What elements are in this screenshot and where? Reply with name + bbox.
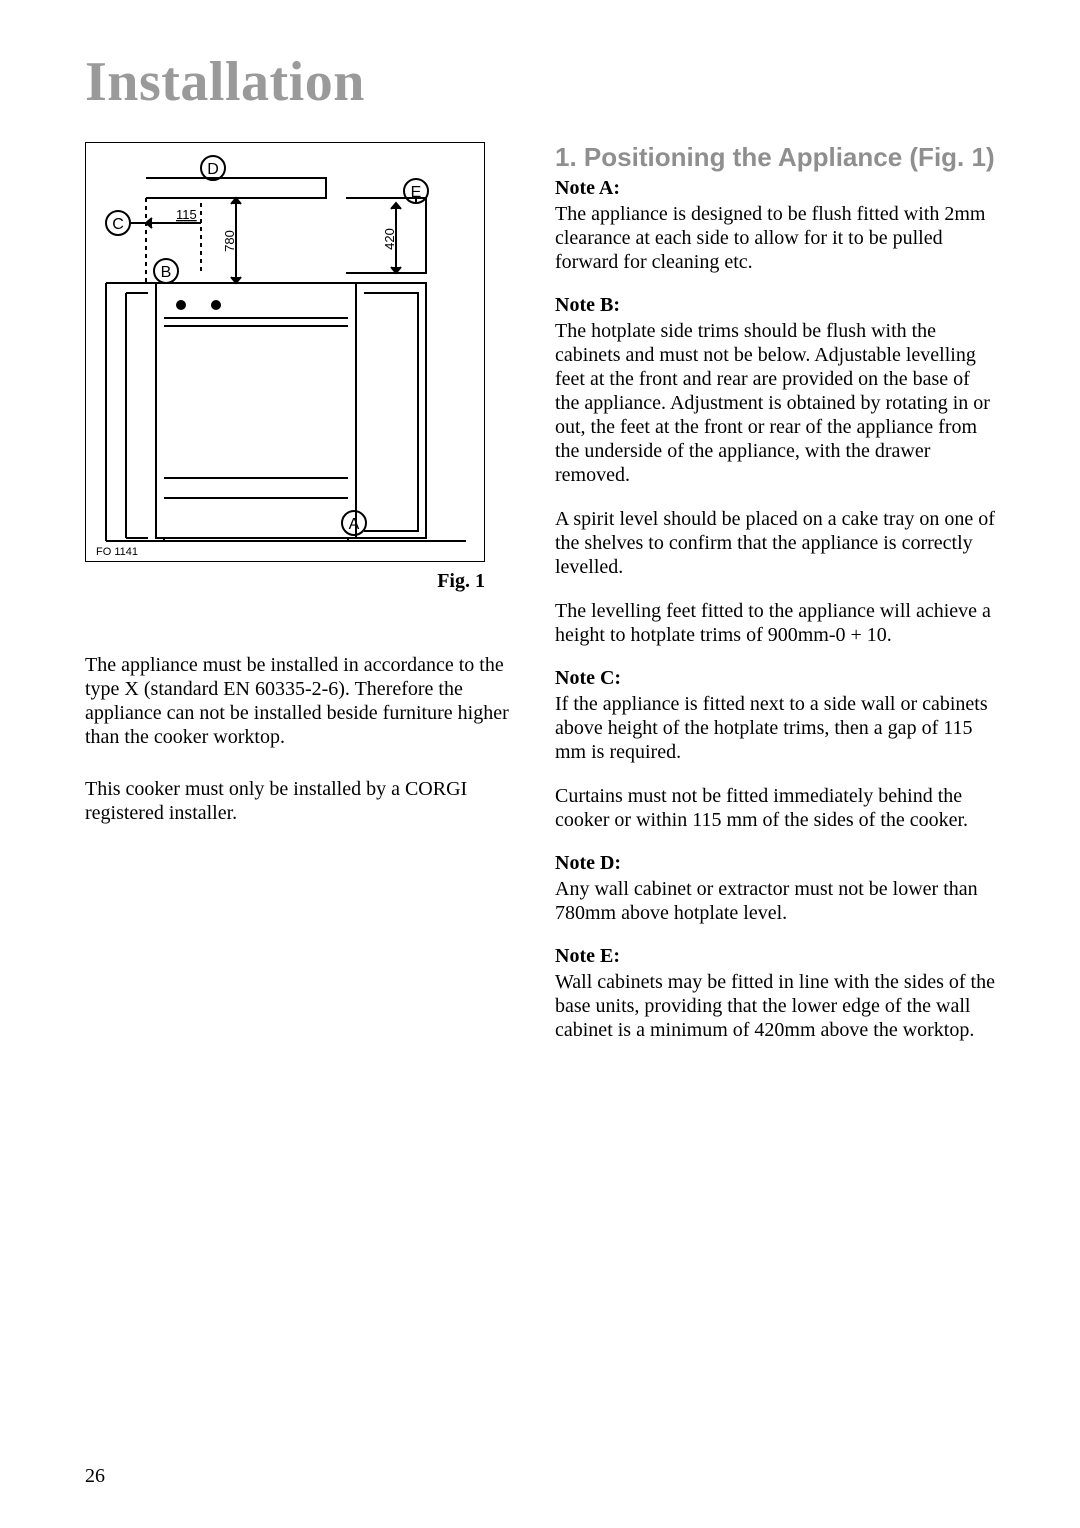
dim-780: 780 <box>222 230 237 252</box>
note-b-label: Note B: <box>555 294 995 317</box>
note-e-label: Note E: <box>555 945 995 968</box>
right-column: 1. Positioning the Appliance (Fig. 1) No… <box>555 142 995 1062</box>
note-c-body-1: If the appliance is fitted next to a sid… <box>555 692 995 764</box>
left-paragraph-1: The appliance must be installed in accor… <box>85 653 515 749</box>
left-paragraph-2: This cooker must only be installed by a … <box>85 777 515 825</box>
dim-420: 420 <box>382 228 397 250</box>
installation-diagram-svg: D E C B A 115 780 420 FO 1141 <box>86 143 484 561</box>
note-c-body-2: Curtains must not be fitted immediately … <box>555 784 995 832</box>
installation-figure: D E C B A 115 780 420 FO 1141 <box>85 142 485 562</box>
figure-label-e: E <box>411 184 422 201</box>
figure-code: FO 1141 <box>96 546 138 558</box>
two-column-layout: D E C B A 115 780 420 FO 1141 Fig. 1 The… <box>85 142 995 1062</box>
section-heading: 1. Positioning the Appliance (Fig. 1) <box>555 142 995 173</box>
figure-caption: Fig. 1 <box>85 570 485 593</box>
dim-115: 115 <box>176 207 197 222</box>
note-b-body-1: The hotplate side trims should be flush … <box>555 319 995 487</box>
page-number: 26 <box>85 1465 105 1488</box>
note-b-body-3: The levelling feet fitted to the applian… <box>555 599 995 647</box>
figure-label-b: B <box>161 264 172 281</box>
page-title: Installation <box>85 50 995 114</box>
note-d-body: Any wall cabinet or extractor must not b… <box>555 877 995 925</box>
note-e-body: Wall cabinets may be fitted in line with… <box>555 970 995 1042</box>
note-a-body: The appliance is designed to be flush fi… <box>555 202 995 274</box>
figure-label-d: D <box>207 161 219 178</box>
note-b-body-2: A spirit level should be placed on a cak… <box>555 507 995 579</box>
note-d-label: Note D: <box>555 852 995 875</box>
note-c-label: Note C: <box>555 667 995 690</box>
figure-label-a: A <box>349 516 360 533</box>
note-a-label: Note A: <box>555 177 995 200</box>
left-column: D E C B A 115 780 420 FO 1141 Fig. 1 The… <box>85 142 515 1062</box>
figure-label-c: C <box>112 216 124 233</box>
